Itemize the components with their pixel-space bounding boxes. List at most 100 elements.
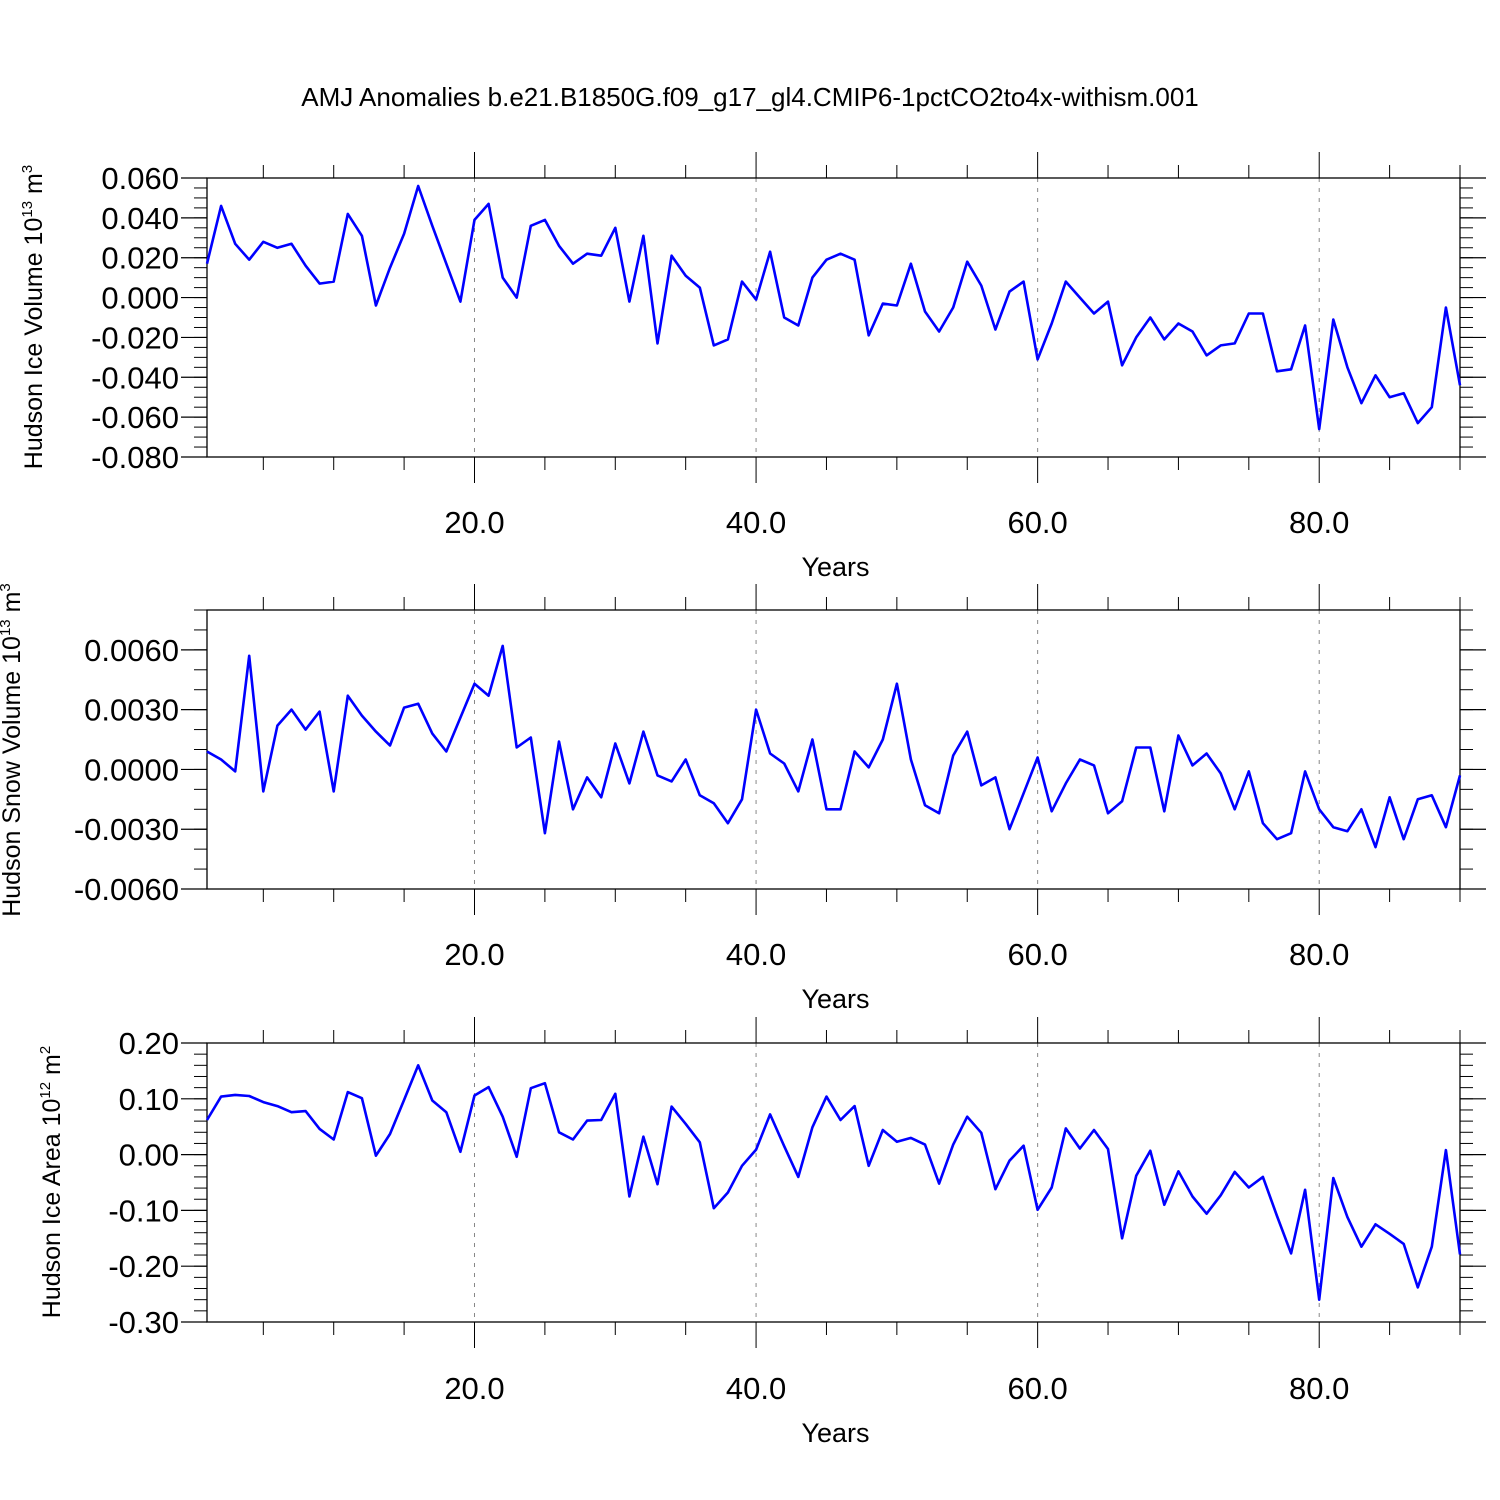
data-point [1360, 1245, 1362, 1247]
data-point [516, 296, 518, 298]
data-point [248, 1095, 250, 1097]
data-point [1262, 312, 1264, 314]
data-point [1402, 392, 1404, 394]
data-point [839, 253, 841, 255]
data-point [389, 744, 391, 746]
data-point [1219, 1194, 1221, 1196]
x-tick-label: 80.0 [1289, 1371, 1349, 1406]
data-point [1149, 316, 1151, 318]
data-point [248, 259, 250, 261]
data-point [1445, 826, 1447, 828]
data-point [741, 280, 743, 282]
x-tick-label: 40.0 [726, 505, 786, 540]
data-point [1177, 734, 1179, 736]
data-point [1276, 838, 1278, 840]
data-point [1431, 1245, 1433, 1247]
y-tick-label: 0.060 [101, 161, 179, 196]
data-point [333, 790, 335, 792]
data-point [1332, 1177, 1334, 1179]
data-point [234, 770, 236, 772]
data-point [1262, 822, 1264, 824]
data-point [375, 730, 377, 732]
data-point [994, 776, 996, 778]
data-point [1051, 1186, 1053, 1188]
data-point [1008, 290, 1010, 292]
data-point [1318, 1298, 1320, 1300]
data-point [248, 655, 250, 657]
data-point [1079, 758, 1081, 760]
data-point [1262, 1176, 1264, 1178]
data-point [501, 645, 503, 647]
data-point [699, 286, 701, 288]
data-point [1290, 832, 1292, 834]
panel-3: 0.20 0.10 0.00 -0.10 -0.20 -0.30 20.0 40.0 60.0 8… [37, 1017, 1486, 1448]
data-point [1022, 792, 1024, 794]
data-point [1205, 1213, 1207, 1215]
data-point [544, 1082, 546, 1084]
data-point [361, 714, 363, 716]
data-point [318, 1128, 320, 1130]
data-point [206, 1119, 208, 1121]
x-tick-label: 60.0 [1007, 505, 1067, 540]
data-point [839, 1119, 841, 1121]
data-point [1388, 796, 1390, 798]
data-point [1431, 794, 1433, 796]
data-point [642, 730, 644, 732]
data-point [980, 784, 982, 786]
data-point [1304, 770, 1306, 772]
data-point [670, 255, 672, 257]
data-point [290, 1111, 292, 1113]
data-point [1234, 1171, 1236, 1173]
plot-frame [206, 1042, 1461, 1323]
data-point [938, 330, 940, 332]
x-tick-label: 40.0 [726, 937, 786, 972]
data-point [1093, 1129, 1095, 1131]
y-tick-label: 0.020 [101, 241, 179, 276]
data-point [1121, 800, 1123, 802]
data-point [558, 245, 560, 247]
data-point [276, 724, 278, 726]
data-point [1135, 746, 1137, 748]
data-point [206, 750, 208, 752]
data-point [361, 235, 363, 237]
data-point [1051, 322, 1053, 324]
data-point [1191, 764, 1193, 766]
data-point [1276, 1215, 1278, 1217]
data-point [853, 750, 855, 752]
data-point [1318, 428, 1320, 430]
data-point [347, 213, 349, 215]
data-point [811, 276, 813, 278]
data-point [445, 750, 447, 752]
data-point [1459, 1253, 1461, 1255]
data-point [614, 1093, 616, 1095]
data-point [783, 316, 785, 318]
data-point [1163, 1204, 1165, 1206]
data-point [924, 804, 926, 806]
data-point [1248, 312, 1250, 314]
data-point [1008, 828, 1010, 830]
data-point [1036, 756, 1038, 758]
data-point [1234, 808, 1236, 810]
data-point [1388, 396, 1390, 398]
data-point [980, 284, 982, 286]
data-point [1346, 830, 1348, 832]
data-point [811, 1126, 813, 1128]
x-tick-label: 40.0 [726, 1371, 786, 1406]
data-point [670, 1105, 672, 1107]
data-point [586, 776, 588, 778]
data-point [304, 1110, 306, 1112]
data-point [642, 235, 644, 237]
data-point [614, 742, 616, 744]
data-point [417, 702, 419, 704]
data-point [234, 1094, 236, 1096]
data-point [1107, 812, 1109, 814]
data-point [797, 790, 799, 792]
data-point [755, 708, 757, 710]
data-point [867, 334, 869, 336]
data-point [1219, 344, 1221, 346]
data-point [516, 746, 518, 748]
data-point [1022, 1144, 1024, 1146]
y-tick-label: 0.000 [101, 281, 179, 316]
data-point [389, 1133, 391, 1135]
